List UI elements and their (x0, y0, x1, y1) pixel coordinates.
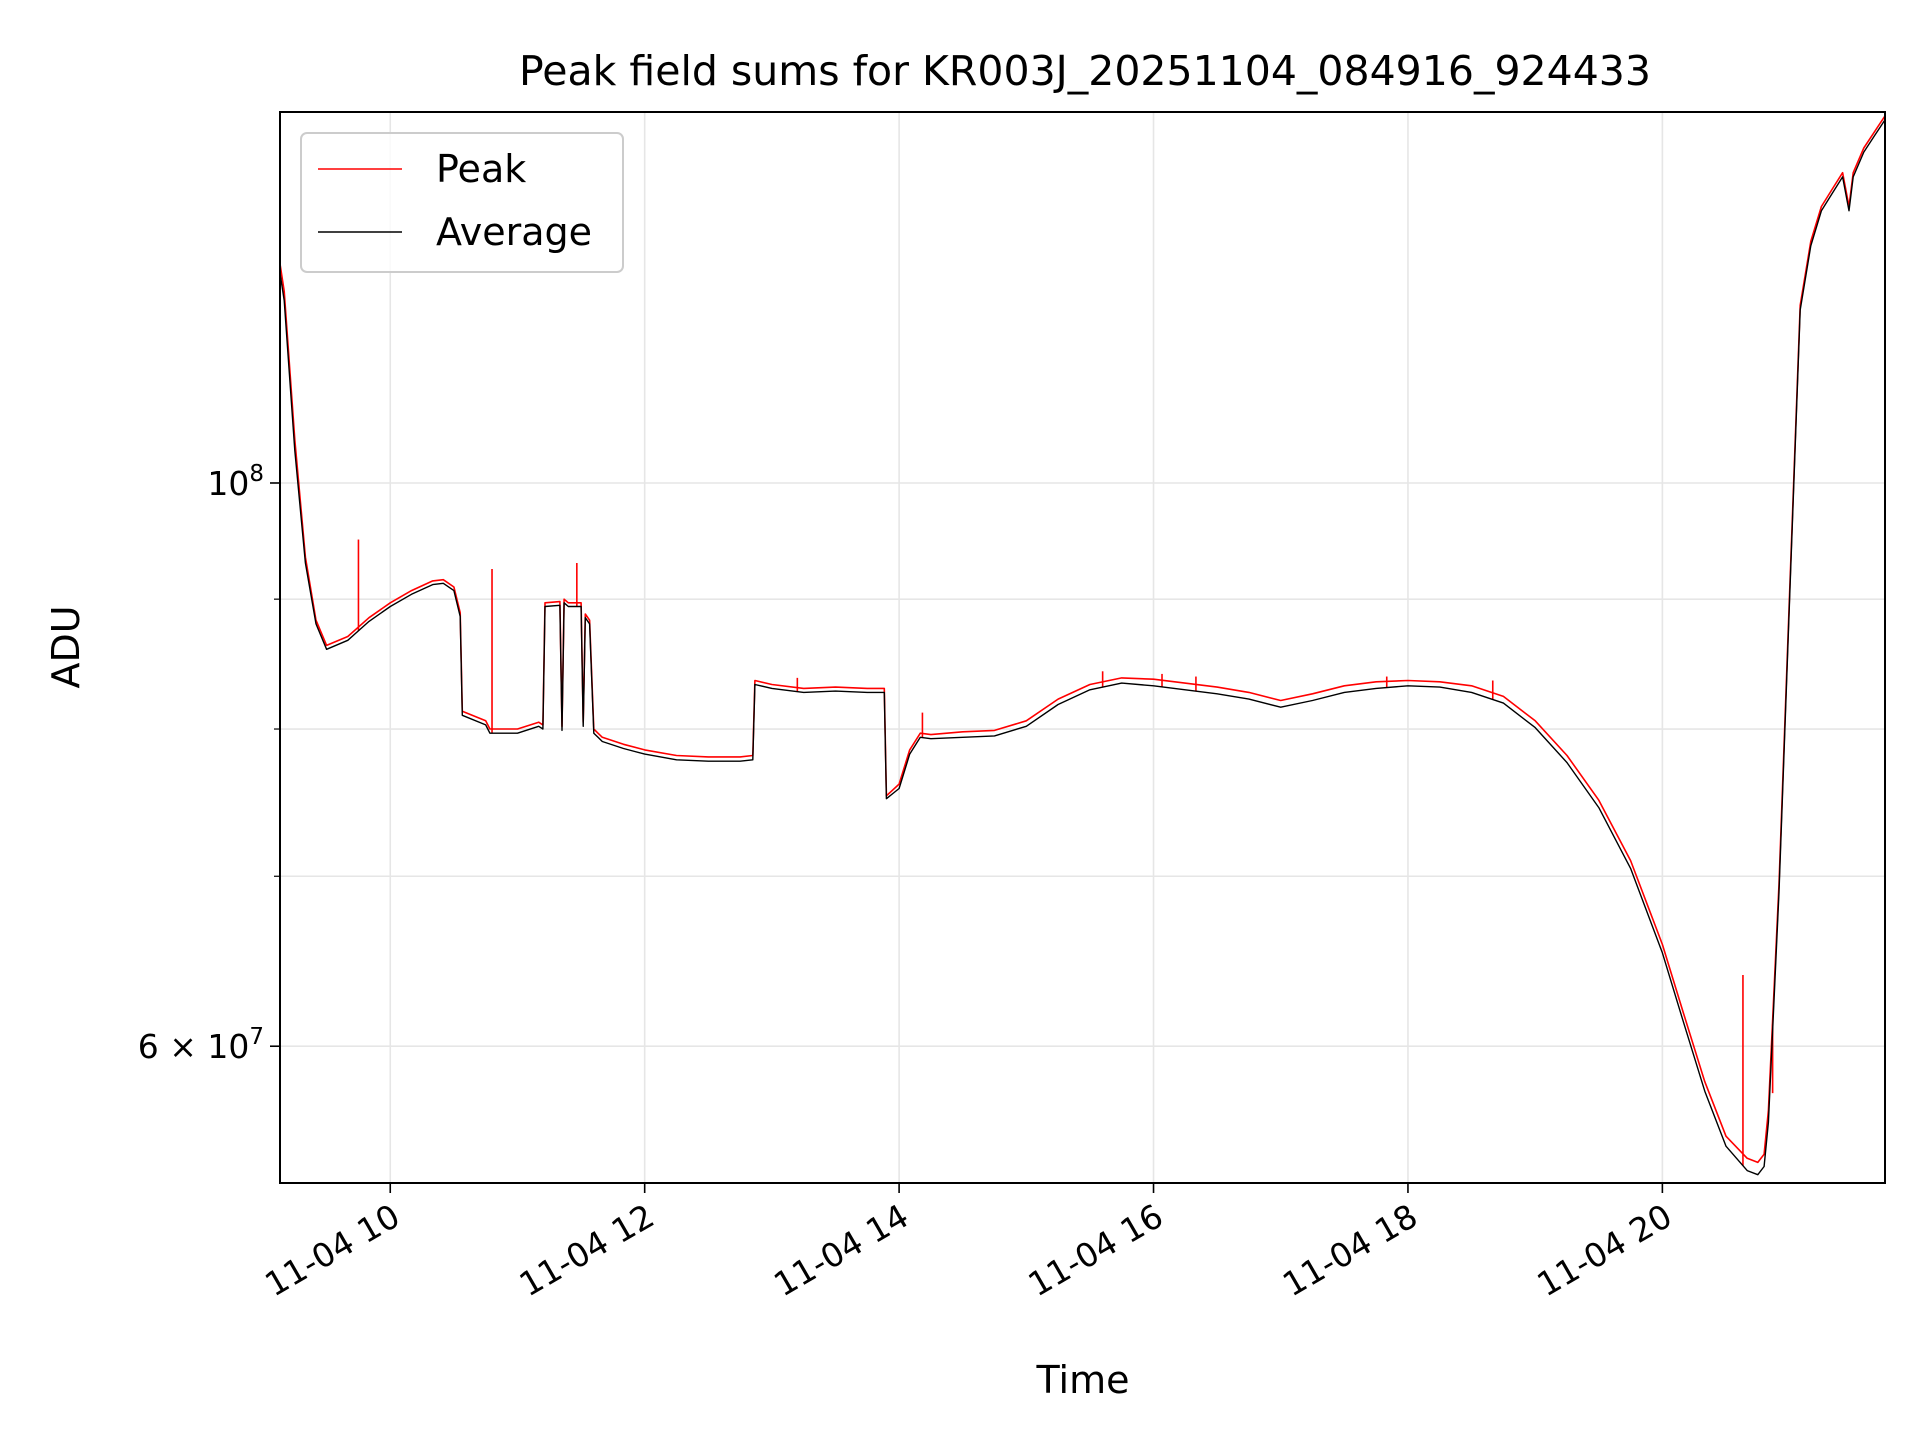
chart-title: Peak field sums for KR003J_20251104_0849… (519, 47, 1651, 95)
legend: Peak Average (300, 132, 624, 273)
y-tick-label-exponent: 7 (249, 1024, 264, 1050)
y-tick-label: 108 (207, 461, 264, 503)
series-average-line (280, 119, 1885, 1176)
legend-box (300, 132, 624, 273)
y-tick-label-exponent: 8 (249, 461, 264, 487)
legend-label-peak: Peak (436, 147, 526, 191)
y-axis: 108 6 × 107 (138, 461, 280, 1066)
x-axis-label: Time (1036, 1358, 1130, 1402)
plot-frame (279, 111, 1886, 1184)
series-peak-line (280, 115, 1885, 1164)
y-tick-label-base: 6 × 10 (138, 1027, 250, 1066)
y-axis-label: ADU (44, 605, 88, 688)
series-layer (280, 115, 1885, 1176)
grid (280, 112, 1885, 1183)
y-tick-label: 6 × 107 (138, 1024, 264, 1066)
legend-label-average: Average (436, 210, 592, 254)
y-tick-label-base: 10 (207, 464, 249, 503)
